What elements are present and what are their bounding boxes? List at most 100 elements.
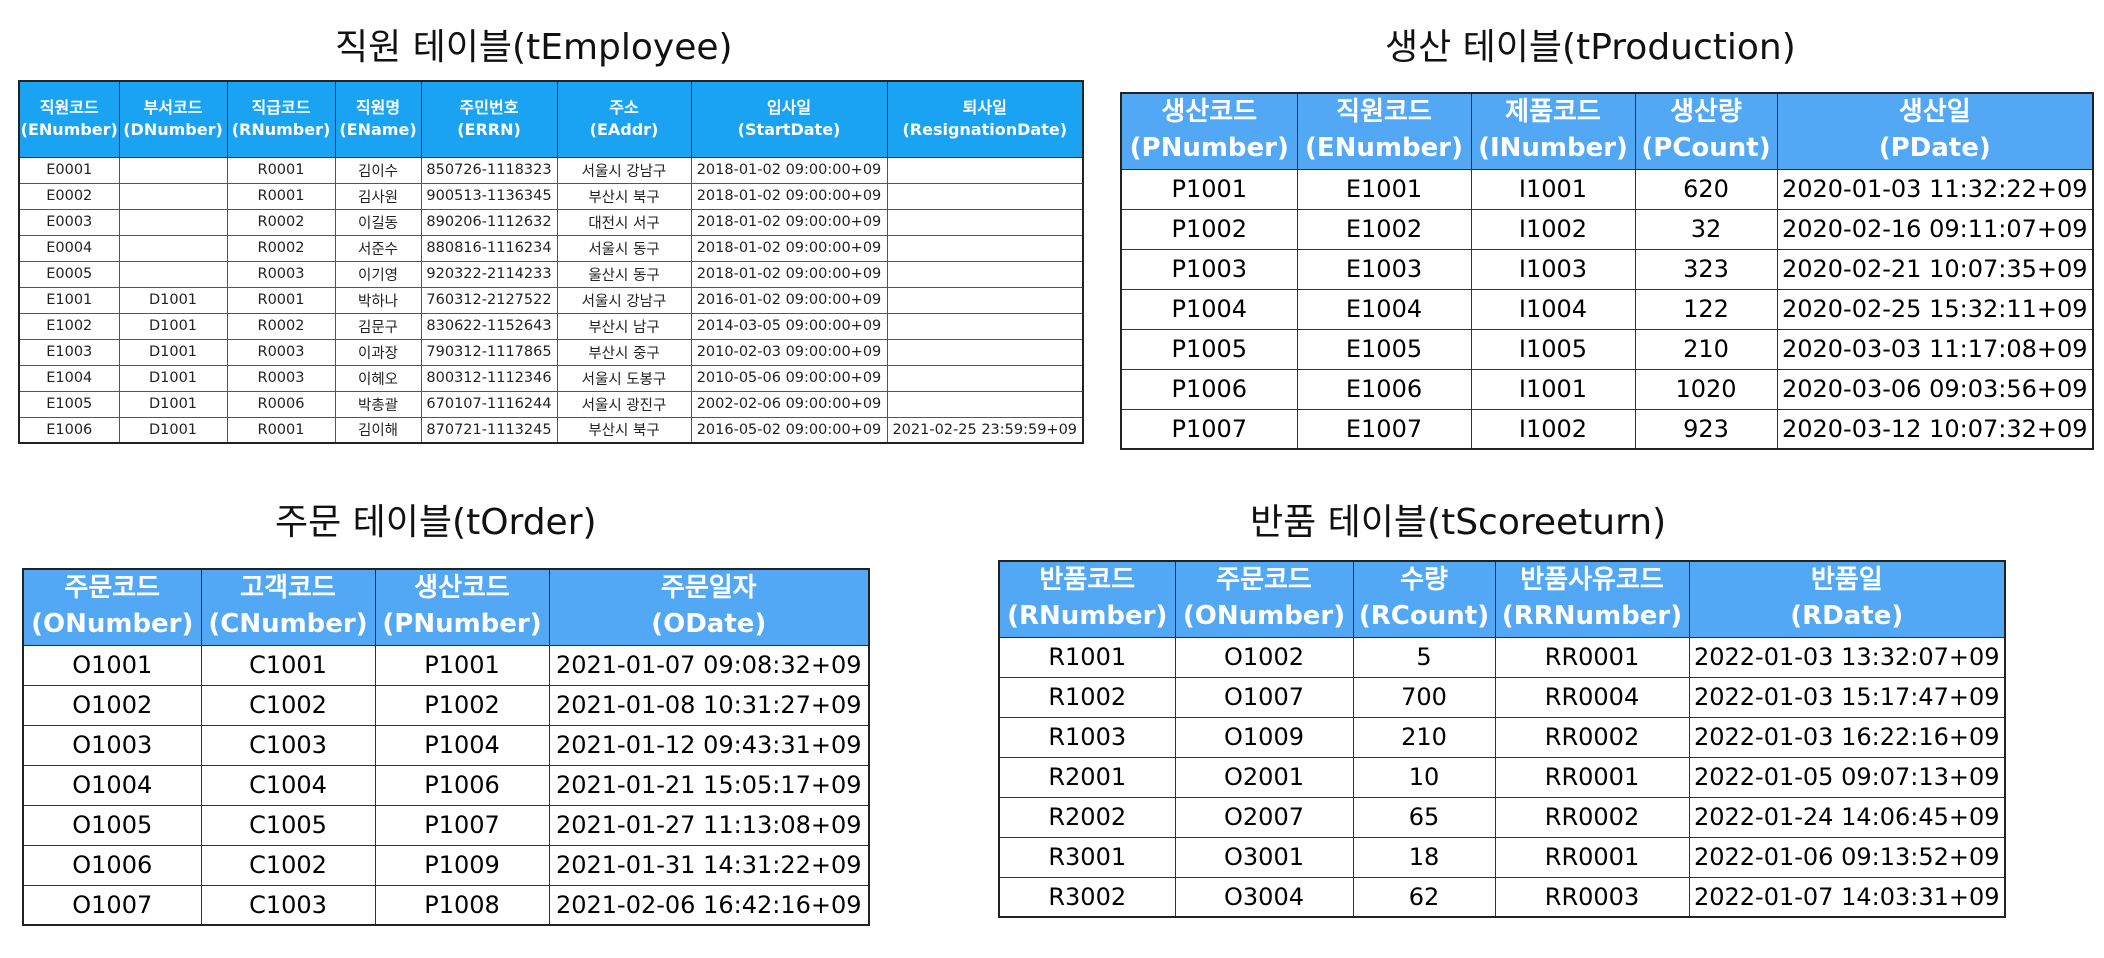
column-header: 반품사유코드 (RRNumber): [1494, 560, 1690, 638]
return-table: 반품코드 (RNumber) 주문코드 (ONumber) 수량 (RCount) 반품사유…: [998, 560, 2006, 918]
table-cell: E1006: [1296, 368, 1472, 410]
table-cell: 2021-02-25 23:59:59+09: [886, 416, 1084, 444]
column-header: 제품코드 (INumber): [1470, 92, 1636, 170]
column-header: 직원코드 (ENumber): [18, 80, 120, 158]
table-cell: R3002: [998, 876, 1176, 918]
table-cell: 2010-05-06 09:00:00+09: [690, 364, 888, 392]
column-header-field: (ResignationDate): [902, 120, 1068, 140]
column-header: 반품일 (RDate): [1688, 560, 2006, 638]
table-cell: 서울시 도봉구: [556, 364, 692, 392]
header-row: 직원코드 (ENumber) 부서코드 (DNumber) 직급코드 (RNumber) 직…: [18, 80, 1084, 158]
table-cell: P1002: [1120, 208, 1298, 250]
table-cell: E0002: [18, 182, 120, 210]
table-cell: P1002: [374, 684, 550, 726]
table-cell: C1002: [200, 684, 376, 726]
column-header: 주문일자 (ODate): [548, 568, 870, 646]
table-cell: 부산시 남구: [556, 312, 692, 340]
table-cell: 900513-1136345: [420, 182, 558, 210]
table-cell: P1007: [1120, 408, 1298, 450]
table-cell: 890206-1112632: [420, 208, 558, 236]
column-header-korean: 직원코드: [39, 98, 99, 118]
table-cell: 870721-1113245: [420, 416, 558, 444]
table-cell: E1002: [18, 312, 120, 340]
column-header: 반품코드 (RNumber): [998, 560, 1176, 638]
table-row: O1002 C1002 P1002 2021-01-08 10:31:27+09: [22, 684, 870, 726]
table-cell: I1003: [1470, 248, 1636, 290]
table-cell: 122: [1634, 288, 1778, 330]
column-header: 퇴사일 (ResignationDate): [886, 80, 1084, 158]
table-cell: O1003: [22, 724, 202, 766]
table-cell: O1002: [22, 684, 202, 726]
table-cell: 서울시 강남구: [556, 156, 692, 184]
table-cell: I1002: [1470, 408, 1636, 450]
table-cell: 2021-02-06 16:42:16+09: [548, 884, 870, 926]
table-cell: 2021-01-27 11:13:08+09: [548, 804, 870, 846]
table-cell: R0001: [226, 416, 336, 444]
table-cell: 부산시 중구: [556, 338, 692, 366]
header-row: 주문코드 (ONumber) 고객코드 (CNumber) 생산코드 (PNumber) 주…: [22, 568, 870, 646]
column-header-field: (RCount): [1358, 601, 1490, 632]
table-cell: 2020-03-06 09:03:56+09: [1776, 368, 2094, 410]
table-cell: R0006: [226, 390, 336, 418]
table-cell: RR0002: [1494, 796, 1690, 838]
header-row: 반품코드 (RNumber) 주문코드 (ONumber) 수량 (RCount) 반품사유…: [998, 560, 2006, 638]
table-cell: [886, 260, 1084, 288]
table-cell: R1003: [998, 716, 1176, 758]
table-cell: 2022-01-03 16:22:16+09: [1688, 716, 2006, 758]
column-header-field: (EAddr): [589, 120, 659, 140]
table-cell: O1005: [22, 804, 202, 846]
column-header-korean: 제품코드: [1505, 97, 1601, 128]
table-cell: 서울시 강남구: [556, 286, 692, 314]
table-row: E1002 D1001 R0002 김문구 830622-1152643 부산시 남구 20…: [18, 312, 1084, 340]
table-cell: P1009: [374, 844, 550, 886]
header-row: 생산코드 (PNumber) 직원코드 (ENumber) 제품코드 (INumber) 생…: [1120, 92, 2094, 170]
table-cell: I1004: [1470, 288, 1636, 330]
table-cell: P1006: [1120, 368, 1298, 410]
table-cell: 서준수: [334, 234, 422, 262]
column-header: 생산량 (PCount): [1634, 92, 1778, 170]
table-cell: [886, 234, 1084, 262]
employee-table: 직원코드 (ENumber) 부서코드 (DNumber) 직급코드 (RNumber) 직…: [18, 80, 1084, 444]
table-row: P1002 E1002 I1002 32 2020-02-16 09:11:07+09: [1120, 208, 2094, 250]
table-cell: R0002: [226, 312, 336, 340]
table-cell: E1006: [18, 416, 120, 444]
table-cell: 이기영: [334, 260, 422, 288]
column-header-field: (PNumber): [1129, 133, 1289, 164]
table-cell: R0002: [226, 208, 336, 236]
table-cell: 32: [1634, 208, 1778, 250]
table-cell: 2020-03-03 11:17:08+09: [1776, 328, 2094, 370]
column-header-korean: 생산량: [1670, 97, 1742, 128]
table-cell: E0005: [18, 260, 120, 288]
table-cell: 울산시 동구: [556, 260, 692, 288]
table-cell: R0003: [226, 260, 336, 288]
table-cell: 2018-01-02 09:00:00+09: [690, 182, 888, 210]
table-cell: D1001: [118, 338, 228, 366]
table-row: E0002 R0001 김사원 900513-1136345 부산시 북구 2018-01…: [18, 182, 1084, 210]
table-cell: R0001: [226, 156, 336, 184]
table-cell: P1001: [1120, 168, 1298, 210]
column-header-field: (ENumber): [20, 120, 118, 140]
table-cell: P1004: [1120, 288, 1298, 330]
column-header-field: (PNumber): [382, 609, 542, 640]
table-cell: E1005: [18, 390, 120, 418]
table-row: O1007 C1003 P1008 2021-02-06 16:42:16+09: [22, 884, 870, 926]
column-header: 주민번호 (ERRN): [420, 80, 558, 158]
table-cell: RR0002: [1494, 716, 1690, 758]
table-cell: [118, 234, 228, 262]
table-cell: 210: [1634, 328, 1778, 370]
column-header-korean: 반품일: [1810, 565, 1883, 596]
table-cell: 2016-05-02 09:00:00+09: [690, 416, 888, 444]
table-cell: 김이해: [334, 416, 422, 444]
table-cell: [118, 156, 228, 184]
table-cell: O3001: [1174, 836, 1354, 878]
table-cell: I1001: [1470, 368, 1636, 410]
table-cell: P1003: [1120, 248, 1298, 290]
table-cell: O1007: [22, 884, 202, 926]
table-cell: 18: [1352, 836, 1496, 878]
table-row: P1001 E1001 I1001 620 2020-01-03 11:32:22+09: [1120, 168, 2094, 210]
column-header-korean: 반품코드: [1039, 565, 1136, 596]
table-cell: 2002-02-06 09:00:00+09: [690, 390, 888, 418]
table-row: R1003 O1009 210 RR0002 2022-01-03 16:22:16+0…: [998, 716, 2006, 758]
order-table: 주문코드 (ONumber) 고객코드 (CNumber) 생산코드 (PNumber) 주…: [22, 568, 870, 926]
column-header-field: (DNumber): [123, 120, 223, 140]
